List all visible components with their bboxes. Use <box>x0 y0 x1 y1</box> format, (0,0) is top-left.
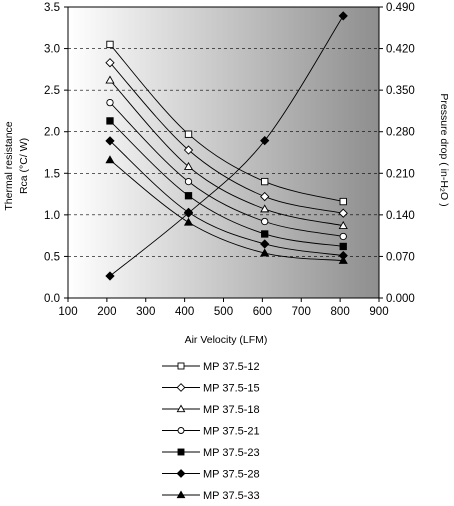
y2-axis-label: Pressure drop ( in-H₂O ) <box>438 93 450 206</box>
marker-triangle <box>105 75 115 84</box>
marker-diamond <box>183 208 194 218</box>
marker-triangle <box>183 161 194 170</box>
marker-square <box>339 197 347 206</box>
marker-diamond <box>183 145 194 155</box>
series-line <box>109 120 344 247</box>
y-axis-label-line-2: Rca (°C/ W) <box>18 138 30 194</box>
series-line <box>109 140 344 257</box>
y-tick-label: 1.0 <box>44 210 60 222</box>
marker-circle <box>339 232 347 241</box>
legend: MP 37.5-12 MP 37.5-15 MP 37.5-18 MP 37.5-21… <box>162 361 260 502</box>
x-tick-label: 500 <box>214 306 233 318</box>
y2-tick-label: 0.490 <box>386 2 415 14</box>
legend-label: MP 37.5-28 <box>203 469 260 481</box>
tick-labels: 0.0 0.5 1.0 1.5 2.0 2.5 3.0 3.5 0.000 0.070 0.140 0… <box>44 2 415 318</box>
y2-tick-label: 0.070 <box>386 251 415 263</box>
x-tick-label: 900 <box>369 306 388 318</box>
x-axis-label: Air Velocity (LFM) <box>185 334 268 346</box>
marker-triangle <box>260 248 270 257</box>
series-markers <box>105 11 348 281</box>
series-line <box>109 62 344 214</box>
y2-tick-label: 0.210 <box>386 168 415 180</box>
marker-circle <box>184 177 193 186</box>
marker-diamond <box>338 11 348 21</box>
legend-label: MP 37.5-18 <box>203 404 260 416</box>
series-line <box>109 159 344 262</box>
x-tick-label: 800 <box>331 306 350 318</box>
y2-tick-label: 0.420 <box>386 44 415 56</box>
marker-square <box>177 362 185 370</box>
y2-tick-label: 0.140 <box>386 210 415 222</box>
series-line <box>109 15 344 277</box>
marker-square <box>106 40 114 49</box>
marker-circle <box>261 217 269 226</box>
y2-tick-label: 0.280 <box>386 127 415 139</box>
marker-square <box>184 192 193 200</box>
y2-tick-label: 0.000 <box>386 293 415 305</box>
marker-triangle <box>183 217 194 226</box>
y-tick-label: 0.0 <box>44 293 60 305</box>
marker-triangle <box>338 255 348 264</box>
axes <box>64 6 383 302</box>
series-line <box>109 79 344 227</box>
y-tick-label: 1.5 <box>44 168 60 180</box>
marker-diamond <box>176 469 186 478</box>
marker-diamond <box>338 208 348 218</box>
y-tick-label: 2.0 <box>44 127 60 139</box>
marker-triangle <box>338 220 348 229</box>
marker-square <box>261 177 269 186</box>
marker-square <box>339 242 347 251</box>
series-line <box>109 44 344 202</box>
legend-label: MP 37.5-12 <box>203 361 260 373</box>
x-tick-label: 100 <box>58 306 77 318</box>
y-tick-label: 3.0 <box>44 44 60 56</box>
plot-background <box>67 6 380 299</box>
marker-diamond <box>105 58 115 68</box>
y2-tick-label: 0.350 <box>386 85 415 97</box>
legend-label: MP 37.5-15 <box>203 383 260 395</box>
x-tick-label: 300 <box>136 306 155 318</box>
marker-diamond <box>105 136 115 146</box>
y-tick-label: 3.5 <box>44 2 60 14</box>
marker-triangle <box>176 490 186 499</box>
x-tick-label: 400 <box>175 306 194 318</box>
marker-diamond <box>105 271 115 281</box>
y-axis-label-line-1: Thermal resistance <box>3 121 15 210</box>
y-tick-label: 0.5 <box>44 251 60 263</box>
marker-circle <box>106 98 114 107</box>
x-tick-label: 700 <box>292 306 311 318</box>
x-tick-label: 200 <box>97 306 116 318</box>
x-tick-label: 600 <box>253 306 272 318</box>
series-lines <box>109 15 344 277</box>
legend-label: MP 37.5-33 <box>203 490 260 502</box>
marker-triangle <box>176 404 186 413</box>
axis-labels: Thermal resistance Rca (°C/ W) Pressure … <box>3 93 450 346</box>
marker-square <box>106 117 114 125</box>
gridlines <box>68 48 379 257</box>
y-tick-label: 2.5 <box>44 85 60 97</box>
marker-diamond <box>176 383 186 392</box>
marker-square <box>261 230 269 238</box>
marker-square <box>177 448 185 456</box>
marker-square <box>184 130 193 138</box>
marker-diamond <box>260 135 270 146</box>
series-line <box>109 102 344 237</box>
marker-triangle <box>260 204 270 213</box>
marker-diamond <box>260 239 270 249</box>
legend-label: MP 37.5-23 <box>203 447 260 459</box>
marker-circle <box>177 427 185 434</box>
legend-label: MP 37.5-21 <box>203 426 260 438</box>
marker-diamond <box>260 191 270 202</box>
marker-triangle <box>105 155 115 164</box>
